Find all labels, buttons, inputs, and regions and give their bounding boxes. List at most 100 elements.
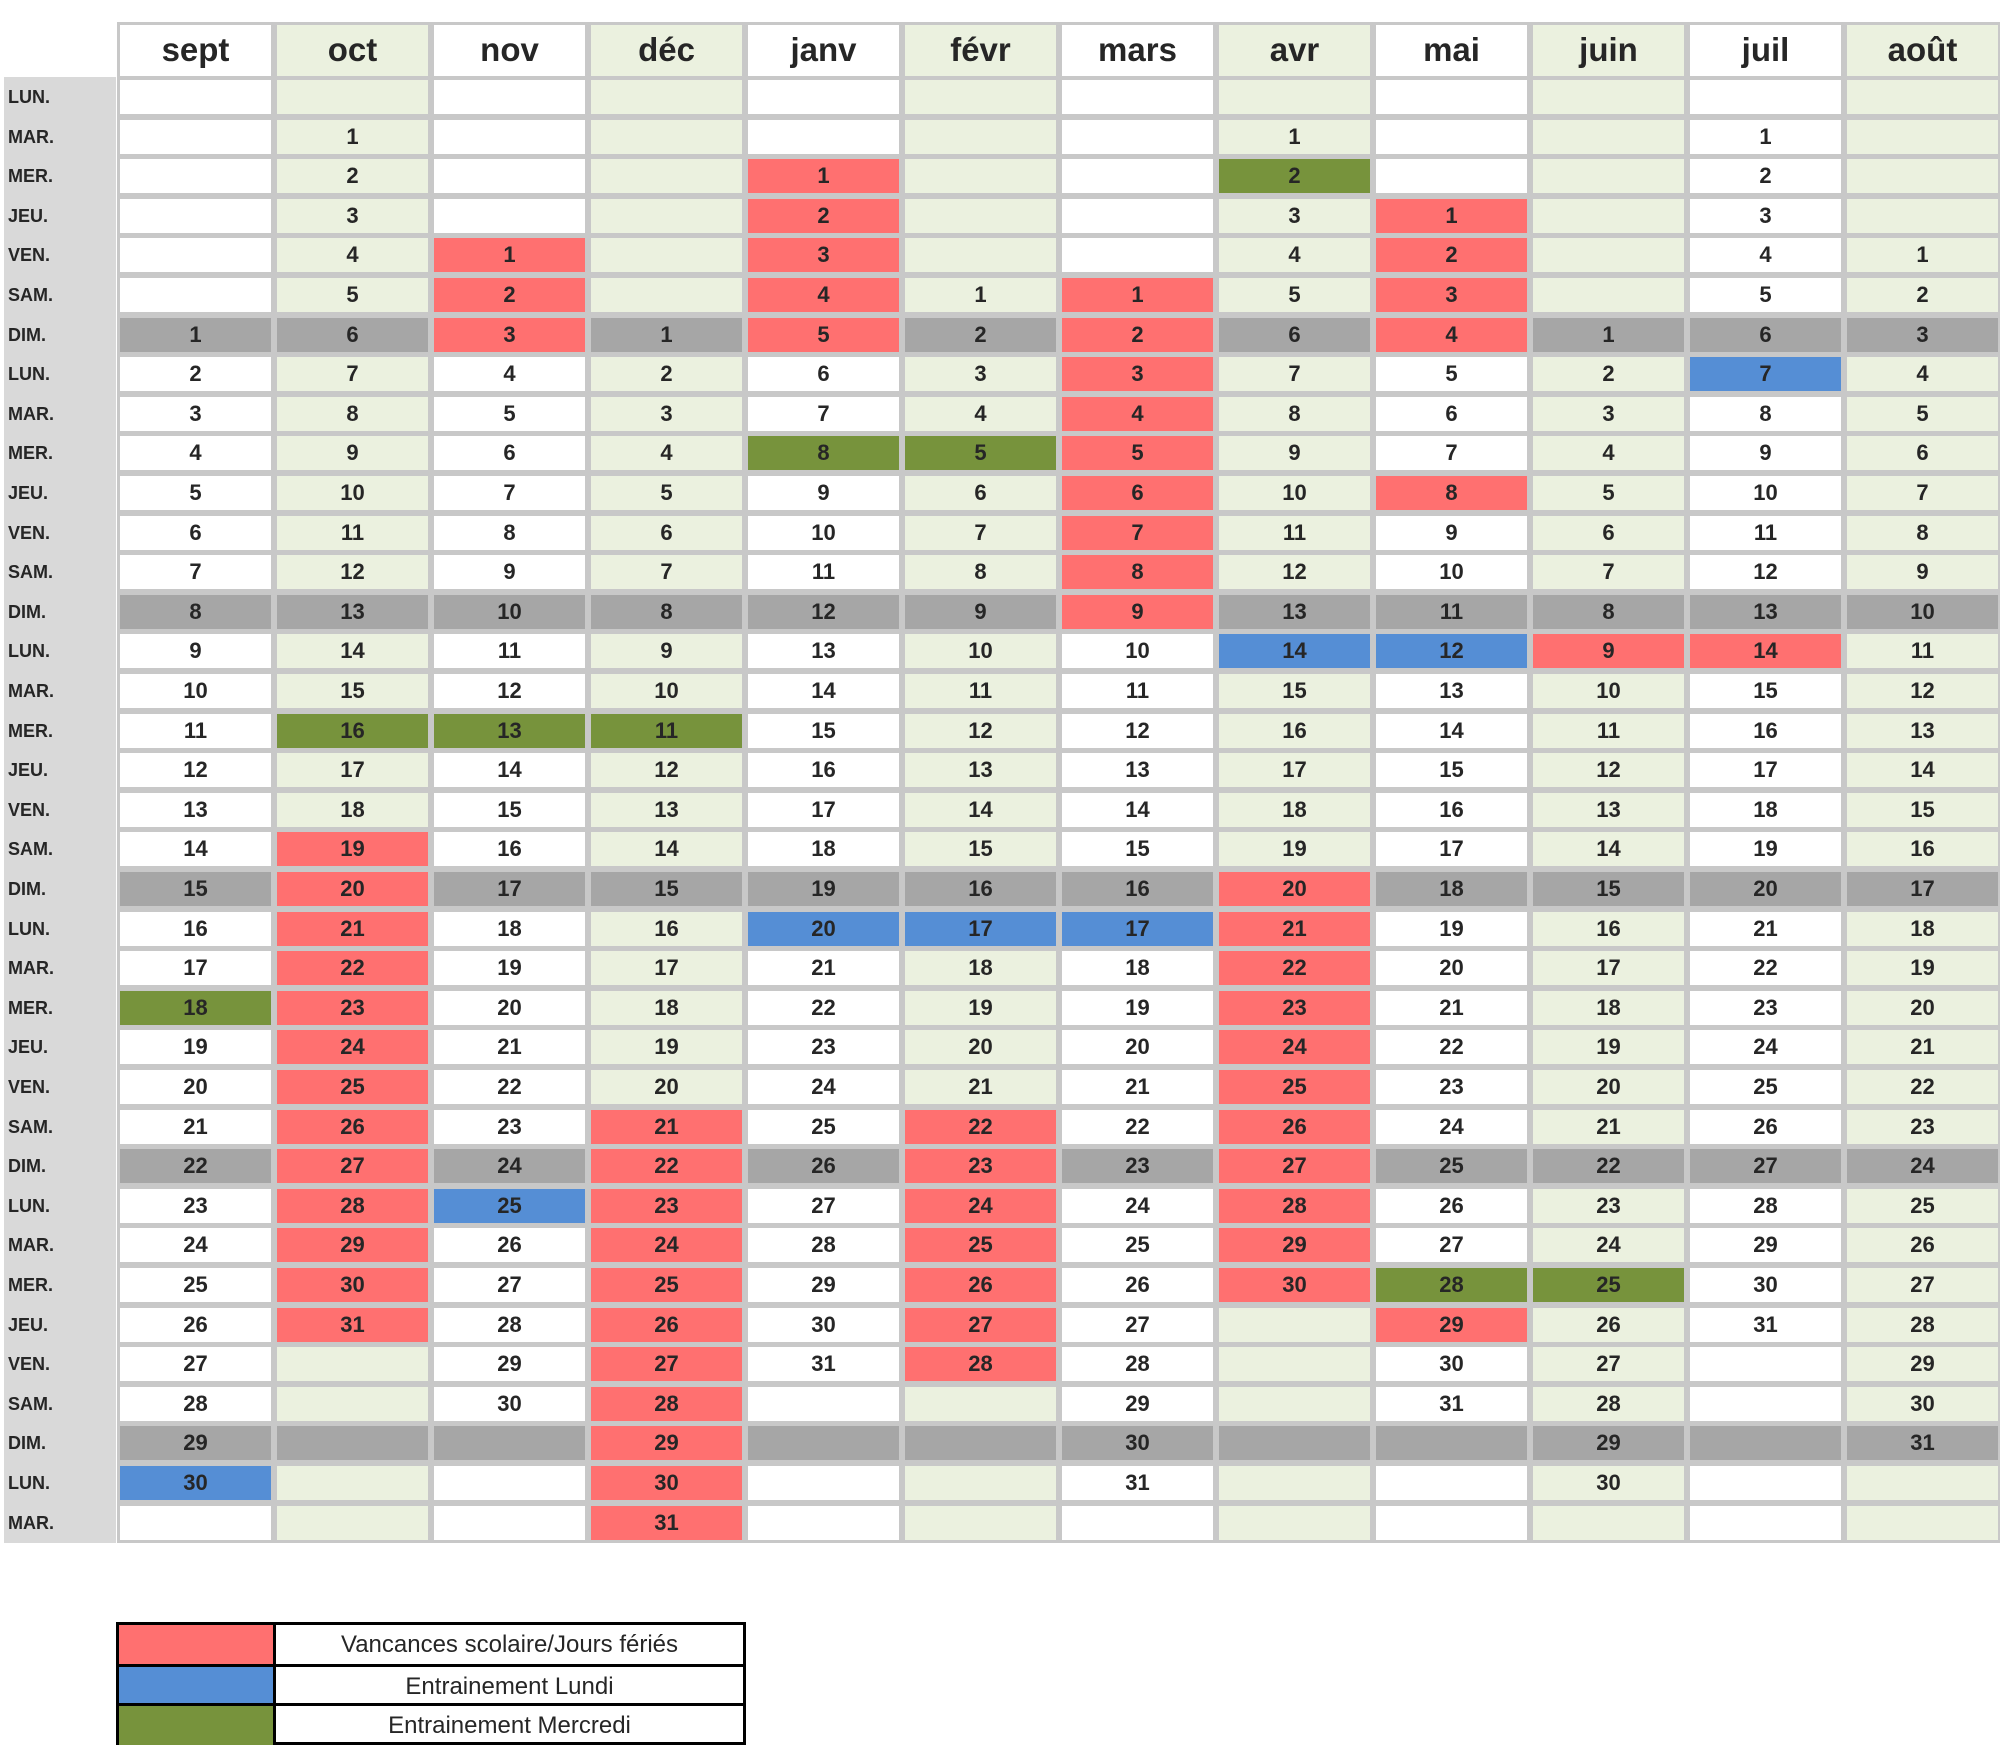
weekday-label: JEU. [4, 196, 116, 236]
day-cell: 14 [1844, 750, 2000, 790]
weekday-label: MAR. [4, 394, 116, 434]
day-cell: 22 [274, 948, 431, 988]
day-cell: 29 [431, 1344, 588, 1384]
day-cell: 14 [117, 829, 274, 869]
legend-label-training-wednesday: Entrainement Mercredi [388, 1712, 631, 1739]
day-cell: 25 [1844, 1186, 2000, 1226]
day-cell: 4 [902, 394, 1059, 434]
day-cell: 19 [1059, 988, 1216, 1028]
empty-cell [1687, 1384, 1844, 1424]
day-cell: 25 [1687, 1067, 1844, 1107]
month-header-1: oct [274, 22, 431, 79]
day-cell: 20 [1844, 988, 2000, 1028]
day-cell: 23 [1373, 1067, 1530, 1107]
empty-cell [117, 275, 274, 315]
empty-cell [1530, 275, 1687, 315]
empty-cell [1844, 117, 2000, 157]
day-cell: 27 [1530, 1344, 1687, 1384]
day-cell: 4 [117, 433, 274, 473]
day-cell: 12 [1687, 552, 1844, 592]
day-cell: 2 [431, 275, 588, 315]
day-cell: 7 [745, 394, 902, 434]
weekday-label: VEN. [4, 235, 116, 275]
month-header-9: juin [1530, 22, 1687, 79]
day-cell: 21 [745, 948, 902, 988]
day-cell: 25 [274, 1067, 431, 1107]
day-cell: 11 [1687, 513, 1844, 553]
weekday-label: DIM. [4, 869, 116, 909]
weekday-label: JEU. [4, 1305, 116, 1345]
empty-cell [1844, 196, 2000, 236]
day-cell: 24 [1530, 1225, 1687, 1265]
day-cell: 24 [1687, 1027, 1844, 1067]
day-cell: 25 [1216, 1067, 1373, 1107]
day-cell: 20 [1530, 1067, 1687, 1107]
month-header-8: mai [1373, 22, 1530, 79]
day-cell: 28 [274, 1186, 431, 1226]
day-cell: 6 [902, 473, 1059, 513]
day-cell: 4 [431, 354, 588, 394]
day-cell: 27 [902, 1305, 1059, 1345]
day-cell: 12 [117, 750, 274, 790]
weekday-label: MAR. [4, 1503, 116, 1543]
day-cell: 10 [902, 631, 1059, 671]
day-cell: 31 [274, 1305, 431, 1345]
weekday-label: JEU. [4, 750, 116, 790]
day-cell: 13 [431, 711, 588, 751]
day-cell: 19 [902, 988, 1059, 1028]
day-cell: 27 [431, 1265, 588, 1305]
empty-cell [1373, 1423, 1530, 1463]
day-cell: 18 [1844, 909, 2000, 949]
empty-cell [1687, 77, 1844, 117]
day-cell: 10 [117, 671, 274, 711]
month-header-11: août [1844, 22, 2000, 79]
day-cell: 4 [1216, 235, 1373, 275]
day-cell: 12 [902, 711, 1059, 751]
empty-cell [1216, 1305, 1373, 1345]
day-cell: 30 [117, 1463, 274, 1503]
day-cell: 17 [1059, 909, 1216, 949]
day-cell: 21 [1530, 1107, 1687, 1147]
empty-cell [1059, 1503, 1216, 1543]
day-cell: 28 [588, 1384, 745, 1424]
empty-cell [274, 1463, 431, 1503]
day-cell: 13 [745, 631, 902, 671]
day-cell: 22 [902, 1107, 1059, 1147]
empty-cell [431, 1503, 588, 1543]
legend-row-training-monday: Entrainement Lundi [119, 1664, 743, 1706]
day-cell: 1 [1373, 196, 1530, 236]
weekday-label: JEU. [4, 473, 116, 513]
day-cell: 26 [1687, 1107, 1844, 1147]
weekday-label: MER. [4, 156, 116, 196]
day-cell: 16 [1373, 790, 1530, 830]
day-cell: 17 [431, 869, 588, 909]
day-cell: 20 [1687, 869, 1844, 909]
day-cell: 3 [1059, 354, 1216, 394]
day-cell: 3 [1373, 275, 1530, 315]
legend-swatch-training-wednesday [119, 1706, 276, 1745]
day-cell: 5 [745, 315, 902, 355]
day-cell: 11 [431, 631, 588, 671]
day-cell: 7 [1059, 513, 1216, 553]
weekday-label: LUN. [4, 909, 116, 949]
day-cell: 23 [1530, 1186, 1687, 1226]
day-cell: 9 [1530, 631, 1687, 671]
day-cell: 15 [1373, 750, 1530, 790]
day-cell: 28 [117, 1384, 274, 1424]
day-cell: 17 [117, 948, 274, 988]
day-cell: 27 [1844, 1265, 2000, 1305]
day-cell: 24 [588, 1225, 745, 1265]
weekday-label: MER. [4, 433, 116, 473]
legend-label-training-monday: Entrainement Lundi [405, 1673, 614, 1700]
day-cell: 7 [431, 473, 588, 513]
day-cell: 11 [902, 671, 1059, 711]
day-cell: 24 [745, 1067, 902, 1107]
day-cell: 15 [1530, 869, 1687, 909]
weekday-label: VEN. [4, 790, 116, 830]
day-cell: 17 [1373, 829, 1530, 869]
day-cell: 6 [1059, 473, 1216, 513]
day-cell: 9 [745, 473, 902, 513]
day-cell: 7 [274, 354, 431, 394]
day-cell: 14 [1687, 631, 1844, 671]
day-cell: 15 [1059, 829, 1216, 869]
